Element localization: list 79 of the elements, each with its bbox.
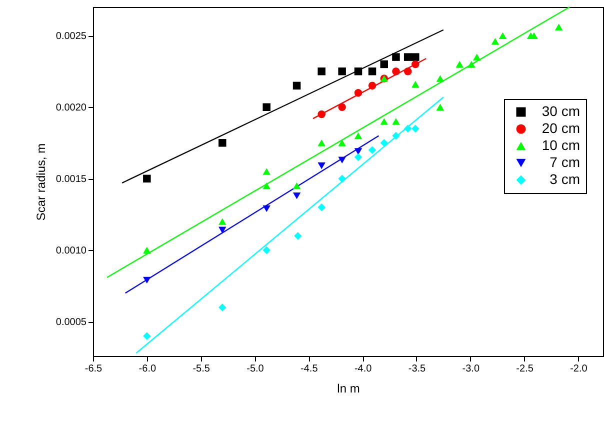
point	[262, 168, 270, 175]
legend-label: 30 cm	[542, 103, 580, 119]
point	[404, 53, 412, 61]
point	[368, 82, 376, 90]
x-tick-label: -4.5	[300, 364, 318, 374]
point	[412, 60, 420, 68]
point	[318, 67, 326, 76]
point	[338, 140, 346, 146]
point	[318, 162, 326, 170]
point	[412, 80, 420, 88]
x-tick-label: -3.5	[408, 364, 426, 374]
legend-label: 20 cm	[542, 120, 580, 136]
point	[318, 203, 326, 212]
point	[404, 68, 412, 76]
point	[436, 75, 444, 82]
point	[292, 82, 301, 90]
legend-label: 7 cm	[550, 154, 580, 170]
point	[392, 132, 400, 140]
point	[143, 246, 151, 254]
point	[436, 104, 444, 110]
legend-label: 10 cm	[542, 137, 580, 153]
y-axis-title: Scar radius, m	[34, 143, 48, 221]
point	[354, 88, 362, 97]
point	[368, 146, 376, 154]
point	[262, 182, 270, 190]
x-tick-label: -6.0	[138, 364, 156, 374]
point	[318, 110, 326, 118]
x-tick-label: -5.0	[246, 364, 264, 374]
point	[143, 332, 151, 340]
x-tick-label: -4.0	[354, 364, 372, 374]
x-tick-label: -3.0	[462, 364, 480, 374]
point	[380, 139, 388, 147]
point	[218, 218, 226, 225]
point	[143, 174, 151, 183]
point	[218, 139, 226, 147]
point	[472, 54, 481, 60]
point	[354, 148, 362, 155]
point	[262, 103, 270, 111]
legend-label: 3 cm	[550, 171, 580, 187]
point	[338, 103, 346, 111]
point	[456, 60, 464, 68]
point	[380, 60, 388, 68]
point	[392, 53, 400, 61]
point	[354, 132, 362, 140]
point	[354, 153, 362, 162]
y-tick-label: 0.0015	[56, 174, 87, 186]
point	[292, 192, 301, 200]
point	[392, 68, 400, 76]
point	[292, 182, 301, 190]
point	[294, 232, 302, 240]
x-tick-label: -2.5	[516, 364, 534, 374]
point	[380, 118, 388, 125]
x-tick-label: -2.0	[570, 364, 588, 374]
point	[143, 276, 151, 284]
point	[218, 303, 226, 312]
point	[318, 140, 326, 146]
point	[368, 67, 376, 76]
point	[338, 67, 346, 76]
x-axis-title: ln m	[337, 382, 360, 396]
point	[412, 124, 420, 132]
point	[262, 246, 270, 254]
point	[262, 205, 270, 212]
point	[498, 32, 507, 39]
point	[338, 174, 346, 183]
x-tick-label: -6.5	[84, 364, 103, 374]
point	[412, 53, 420, 61]
y-tick-label: 0.0005	[56, 317, 87, 328]
y-tick-label: 0.0025	[56, 31, 87, 42]
point	[354, 67, 362, 76]
point	[491, 38, 500, 45]
x-tick-label: -5.5	[192, 364, 210, 374]
y-tick-label: 0.0020	[56, 102, 87, 114]
point	[218, 226, 226, 234]
point	[404, 124, 412, 132]
point	[468, 60, 476, 68]
point	[338, 156, 346, 164]
y-tick-label: 0.0010	[56, 246, 87, 257]
point	[554, 24, 563, 30]
point	[392, 118, 400, 125]
